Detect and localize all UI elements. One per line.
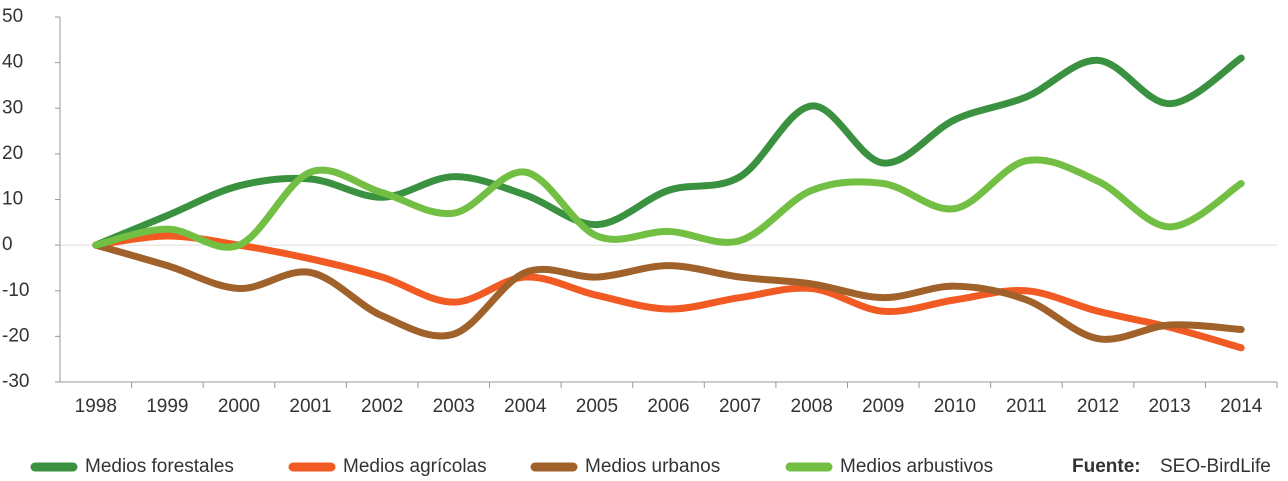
- y-tick-label: -20: [2, 325, 29, 346]
- y-tick-label: -10: [2, 280, 29, 301]
- y-tick-label: 30: [2, 97, 23, 118]
- y-tick-label: 50: [2, 6, 23, 27]
- y-tick-label: 10: [2, 189, 23, 210]
- x-tick-label: 2007: [719, 396, 761, 417]
- x-tick-label: 2010: [934, 396, 976, 417]
- series-line: [92, 156, 1245, 251]
- source: SEO-BirdLife: [1160, 456, 1271, 477]
- x-tick-label: 2013: [1148, 396, 1190, 417]
- legend-label: Medios agrícolas: [343, 456, 487, 477]
- series-line: [92, 232, 1245, 352]
- y-tick-label: 20: [2, 143, 23, 164]
- x-tick-label: 2009: [862, 396, 904, 417]
- legend-label: Medios arbustivos: [840, 456, 993, 477]
- legend-label: Medios urbanos: [585, 456, 720, 477]
- x-tick-label: 2003: [433, 396, 475, 417]
- x-tick-label: 2014: [1220, 396, 1263, 417]
- x-tick-label: 2006: [647, 396, 689, 417]
- x-tick-label: 2001: [289, 396, 331, 417]
- x-tick-label: 2008: [791, 396, 833, 417]
- x-tick-label: 2011: [1006, 396, 1047, 417]
- x-tick-label: 1998: [75, 396, 117, 417]
- legend-label: Medios forestales: [85, 456, 234, 477]
- x-tick-label: 1999: [146, 396, 188, 417]
- y-tick-label: 0: [2, 234, 13, 255]
- x-tick-label: 2000: [218, 396, 260, 417]
- x-tick-label: 2012: [1077, 396, 1119, 417]
- x-tick-label: 2004: [504, 396, 547, 417]
- x-tick-label: 2005: [576, 396, 618, 417]
- y-tick-label: -30: [2, 371, 29, 392]
- x-tick-label: 2002: [361, 396, 403, 417]
- source-label: Fuente:: [1072, 456, 1141, 477]
- y-tick-label: 40: [2, 52, 23, 73]
- series-line: [92, 241, 1245, 343]
